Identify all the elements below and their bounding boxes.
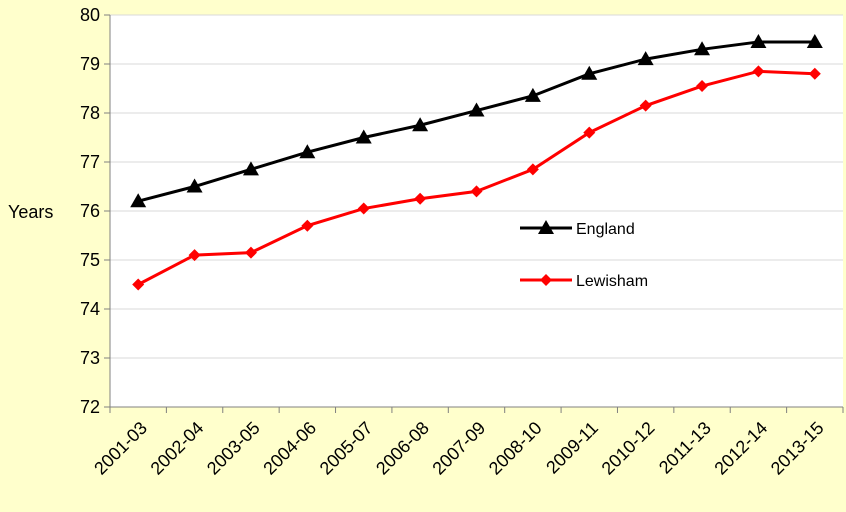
data-point-england bbox=[694, 41, 711, 56]
data-point-england bbox=[412, 117, 429, 132]
data-point-lewisham bbox=[583, 126, 596, 139]
x-tick-label: 2009-11 bbox=[542, 418, 602, 478]
data-point-lewisham bbox=[470, 185, 483, 198]
x-tick-label: 2005-07 bbox=[316, 418, 377, 479]
legend-item-england: England bbox=[520, 220, 635, 238]
data-point-lewisham bbox=[414, 192, 427, 205]
x-tick-label: 2011-13 bbox=[655, 418, 715, 478]
y-tick-label: 76 bbox=[80, 201, 100, 221]
x-tick-label: 2006-08 bbox=[372, 418, 433, 479]
y-tick-label: 80 bbox=[80, 5, 100, 25]
data-point-england bbox=[299, 144, 316, 159]
legend-marker-england bbox=[538, 220, 554, 234]
x-tick-label: 2010-12 bbox=[598, 418, 659, 479]
data-point-lewisham bbox=[188, 249, 201, 262]
data-point-lewisham bbox=[752, 65, 765, 78]
data-point-england bbox=[637, 51, 654, 66]
x-tick-label: 2004-06 bbox=[259, 418, 320, 479]
data-point-england bbox=[242, 161, 259, 176]
y-tick-label: 73 bbox=[80, 348, 100, 368]
data-point-lewisham bbox=[357, 202, 370, 215]
x-tick-label: 2007-09 bbox=[428, 418, 489, 479]
x-tick-label: 2008-10 bbox=[485, 418, 546, 479]
data-point-england bbox=[186, 178, 203, 193]
data-point-lewisham bbox=[301, 219, 314, 232]
x-tick-label: 2013-15 bbox=[767, 418, 828, 479]
y-tick-labels: 72 73 74 75 76 77 78 79 80 bbox=[80, 5, 100, 417]
y-tick-label: 77 bbox=[80, 152, 100, 172]
y-tick-label: 75 bbox=[80, 250, 100, 270]
x-tick-label: 2012-14 bbox=[710, 418, 771, 479]
data-point-england bbox=[468, 102, 485, 117]
y-tick-label: 78 bbox=[80, 103, 100, 123]
y-tick-label: 72 bbox=[80, 397, 100, 417]
gridlines bbox=[104, 14, 843, 408]
series-layer bbox=[130, 33, 823, 291]
y-tick-label: 74 bbox=[80, 299, 100, 319]
x-tick-label: 2003-05 bbox=[203, 418, 264, 479]
legend: England Lewisham bbox=[520, 220, 648, 290]
data-point-lewisham bbox=[244, 246, 257, 259]
data-point-england bbox=[750, 33, 767, 48]
data-point-lewisham bbox=[132, 278, 145, 291]
data-point-england bbox=[581, 65, 598, 80]
data-point-england bbox=[806, 33, 823, 48]
data-point-lewisham bbox=[526, 163, 539, 176]
legend-label-england: England bbox=[576, 221, 635, 238]
data-point-lewisham bbox=[808, 67, 821, 80]
x-tick-label: 2002-04 bbox=[147, 418, 208, 479]
x-tick-label: 2001-03 bbox=[90, 418, 151, 479]
data-point-lewisham bbox=[639, 99, 652, 112]
data-point-england bbox=[355, 129, 372, 144]
x-tick-labels: 2001-032002-042003-052004-062005-072006-… bbox=[90, 407, 844, 479]
legend-marker-lewisham bbox=[540, 274, 552, 286]
legend-label-lewisham: Lewisham bbox=[576, 273, 648, 290]
data-point-lewisham bbox=[696, 80, 709, 93]
series-lewisham bbox=[132, 65, 821, 291]
legend-item-lewisham: Lewisham bbox=[520, 273, 648, 290]
y-axis-label: Years bbox=[8, 202, 53, 222]
y-tick-label: 79 bbox=[80, 54, 100, 74]
axes bbox=[109, 15, 843, 408]
data-point-england bbox=[524, 87, 541, 102]
series-england bbox=[130, 33, 823, 208]
data-point-england bbox=[130, 193, 147, 208]
